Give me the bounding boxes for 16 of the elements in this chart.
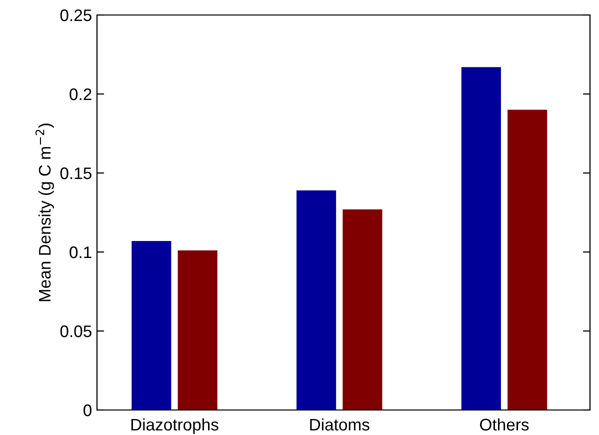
y-tick-label: 0.15: [60, 167, 92, 180]
x-tick-label: Diatoms: [310, 418, 370, 431]
y-axis-title: Mean Density (g C m$^{−2}$): [35, 124, 54, 302]
y-tick-label: 0.1: [70, 246, 92, 258]
y-tick-label: 0: [84, 404, 92, 416]
x-tick-label: Diazotrophs: [131, 418, 218, 434]
bar: [296, 190, 336, 410]
x-tick-label: Others: [480, 418, 529, 431]
bar: [508, 110, 548, 410]
bar: [342, 209, 382, 410]
y-tick-label: 0.05: [60, 325, 92, 338]
y-tick-label: 0.25: [60, 9, 92, 22]
bar: [178, 250, 218, 410]
bar: [461, 67, 501, 410]
y-tick-label: 0.2: [70, 88, 92, 100]
bar: [132, 240, 172, 410]
